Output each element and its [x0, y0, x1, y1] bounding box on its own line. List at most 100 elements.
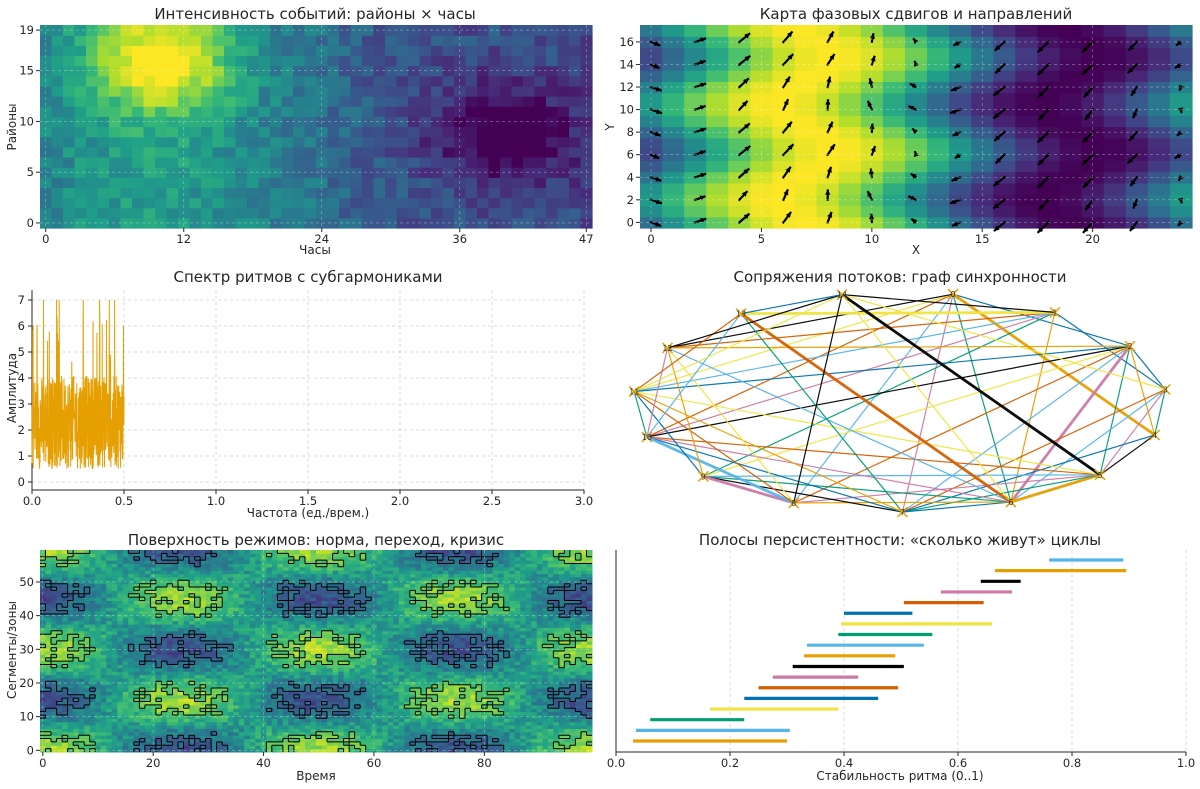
regime-cell [553, 691, 560, 696]
regime-cell [249, 677, 256, 682]
regime-cell [332, 681, 339, 686]
regime-cell [84, 651, 91, 655]
heat1-cell [477, 167, 490, 178]
regime-cell [431, 728, 438, 733]
regime-cell [465, 681, 472, 686]
regime-cell [376, 651, 383, 655]
regime-cell [40, 674, 47, 679]
regime-cell [343, 735, 350, 740]
regime-cell [51, 741, 58, 746]
regime-cell [431, 738, 438, 743]
regime-cell [442, 735, 449, 740]
regime-cell [542, 651, 549, 655]
heat1-cell [396, 85, 409, 97]
regime-cell [316, 735, 323, 740]
phase-cell [662, 137, 685, 150]
regime-cell [343, 661, 350, 665]
regime-cell [338, 674, 345, 679]
heat1-cell [143, 85, 156, 97]
regime-cell [100, 681, 107, 686]
regime-cell [470, 664, 477, 669]
regime-cell [260, 718, 267, 723]
quiver-arrowhead [700, 82, 707, 88]
regime-cell [558, 701, 565, 706]
heat1-cell [442, 167, 455, 178]
phase-cell [1037, 182, 1061, 195]
regime-cell [266, 677, 273, 682]
heat1-cell [339, 146, 352, 158]
regime-cell [106, 704, 113, 709]
regime-cell [316, 654, 323, 659]
regime-cell [144, 654, 151, 659]
phase-cell [1169, 160, 1193, 173]
regime-cell [155, 694, 162, 699]
regime-cell [536, 661, 543, 665]
heat1-cell [40, 177, 53, 188]
heat1-cell [569, 177, 582, 188]
heat1-cell [327, 207, 340, 219]
regime-cell [211, 681, 218, 686]
quiver-arrowhead [700, 217, 707, 223]
regime-cell [233, 694, 240, 699]
regime-cell [586, 731, 593, 736]
regime-cell [503, 677, 510, 682]
regime-cell [553, 748, 560, 753]
regime-cell [244, 735, 251, 740]
heat1-cell [546, 187, 559, 199]
regime-cell [558, 711, 565, 716]
regime-cell [205, 691, 212, 696]
heat1-cell [557, 217, 570, 229]
phase-cell [860, 115, 884, 128]
regime-cell [415, 688, 422, 692]
regime-cell [498, 654, 505, 659]
heat1-cell [155, 106, 168, 117]
regime-cell [404, 728, 411, 733]
regime-cell [266, 735, 273, 740]
regime-cell [531, 694, 538, 699]
regime-cell [172, 691, 179, 696]
regime-cell [211, 711, 218, 716]
regime-cell [564, 674, 571, 679]
phase-cell [662, 47, 685, 60]
phase-cell [772, 137, 796, 150]
regime-cell [194, 671, 201, 676]
regime-cell [509, 694, 516, 699]
regime-cell [536, 688, 543, 692]
quiver-arrowhead [744, 123, 750, 129]
regime-cell [150, 651, 157, 655]
regime-cell [459, 704, 466, 709]
regime-cell [542, 741, 549, 746]
regime-cell [442, 661, 449, 665]
regime-cell [222, 681, 229, 686]
regime-cell [271, 677, 278, 682]
regime-cell [531, 731, 538, 736]
regime-cell [67, 711, 74, 716]
regime-cell [100, 667, 107, 672]
regime-cell [150, 661, 157, 665]
quiver-arrowhead [741, 100, 748, 107]
regime-cell [398, 728, 405, 733]
graph-node-label: 1 [1052, 308, 1057, 317]
regime-cell [426, 688, 433, 692]
regime-cell [233, 684, 240, 689]
heat1-cell [281, 55, 294, 67]
heat1-cell [86, 45, 99, 57]
regime-cell [117, 661, 124, 665]
heat1-cell [155, 156, 168, 168]
regime-cell [222, 671, 229, 676]
phase-xticklabel-4: 20 [1085, 232, 1100, 246]
heat1-cell [362, 146, 375, 158]
heat1-cell [419, 207, 432, 219]
regime-cell [580, 657, 587, 662]
phase-cell [1081, 205, 1105, 218]
phase-cell [728, 25, 751, 37]
heat1-cell [63, 177, 76, 188]
regime-cell [150, 698, 157, 702]
regime-cell [520, 745, 527, 750]
regime-cell [161, 741, 168, 746]
regime-cell [431, 691, 438, 696]
regime-cell [558, 667, 565, 672]
regime-cell [51, 681, 58, 686]
regime-cell [547, 721, 554, 726]
graph-edge [1010, 473, 1101, 504]
